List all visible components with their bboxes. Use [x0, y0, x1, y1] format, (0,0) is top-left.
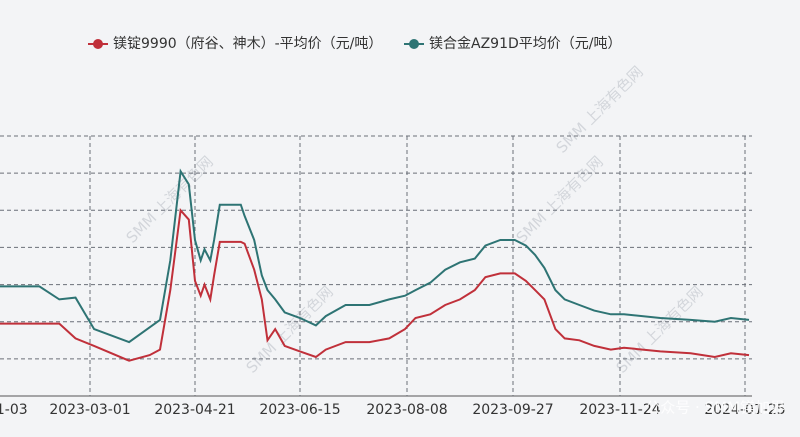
watermark: SMM 上海有色网	[123, 153, 217, 247]
legend-item: 镁合金AZ91D平均价（元/吨）	[404, 36, 621, 52]
legend-item: 镁锭9990（府谷、神木）-平均价（元/吨）	[88, 36, 382, 52]
legend-label: 镁锭9990（府谷、神木）-平均价（元/吨）	[113, 36, 382, 52]
series-line	[0, 207, 750, 362]
legend-label: 镁合金AZ91D平均价（元/吨）	[429, 36, 621, 52]
watermark: SMM 上海有色网	[243, 283, 337, 377]
series-line	[0, 168, 750, 344]
watermark: SMM 上海有色网	[513, 153, 607, 247]
x-tick-label: 2023-03-01	[49, 402, 130, 418]
legend-marker	[93, 39, 103, 49]
x-tick-label: 2023-04-21	[154, 402, 235, 418]
legend-marker	[409, 39, 419, 49]
x-tick-label: 2023-08-08	[366, 402, 447, 418]
x-tick-label: 2023-11-24	[579, 402, 660, 418]
x-tick-label: 2024-01-25	[704, 402, 785, 418]
x-tick-label: 2023-01-03	[0, 402, 28, 418]
x-tick-label: 2023-06-15	[259, 402, 340, 418]
x-tick-label: 2023-09-27	[472, 402, 553, 418]
footer-watermark: 公众号 · SMM镁加界	[645, 399, 785, 417]
watermark: SMM 上海有色网	[613, 283, 707, 377]
watermark: SMM 上海有色网	[553, 63, 647, 157]
